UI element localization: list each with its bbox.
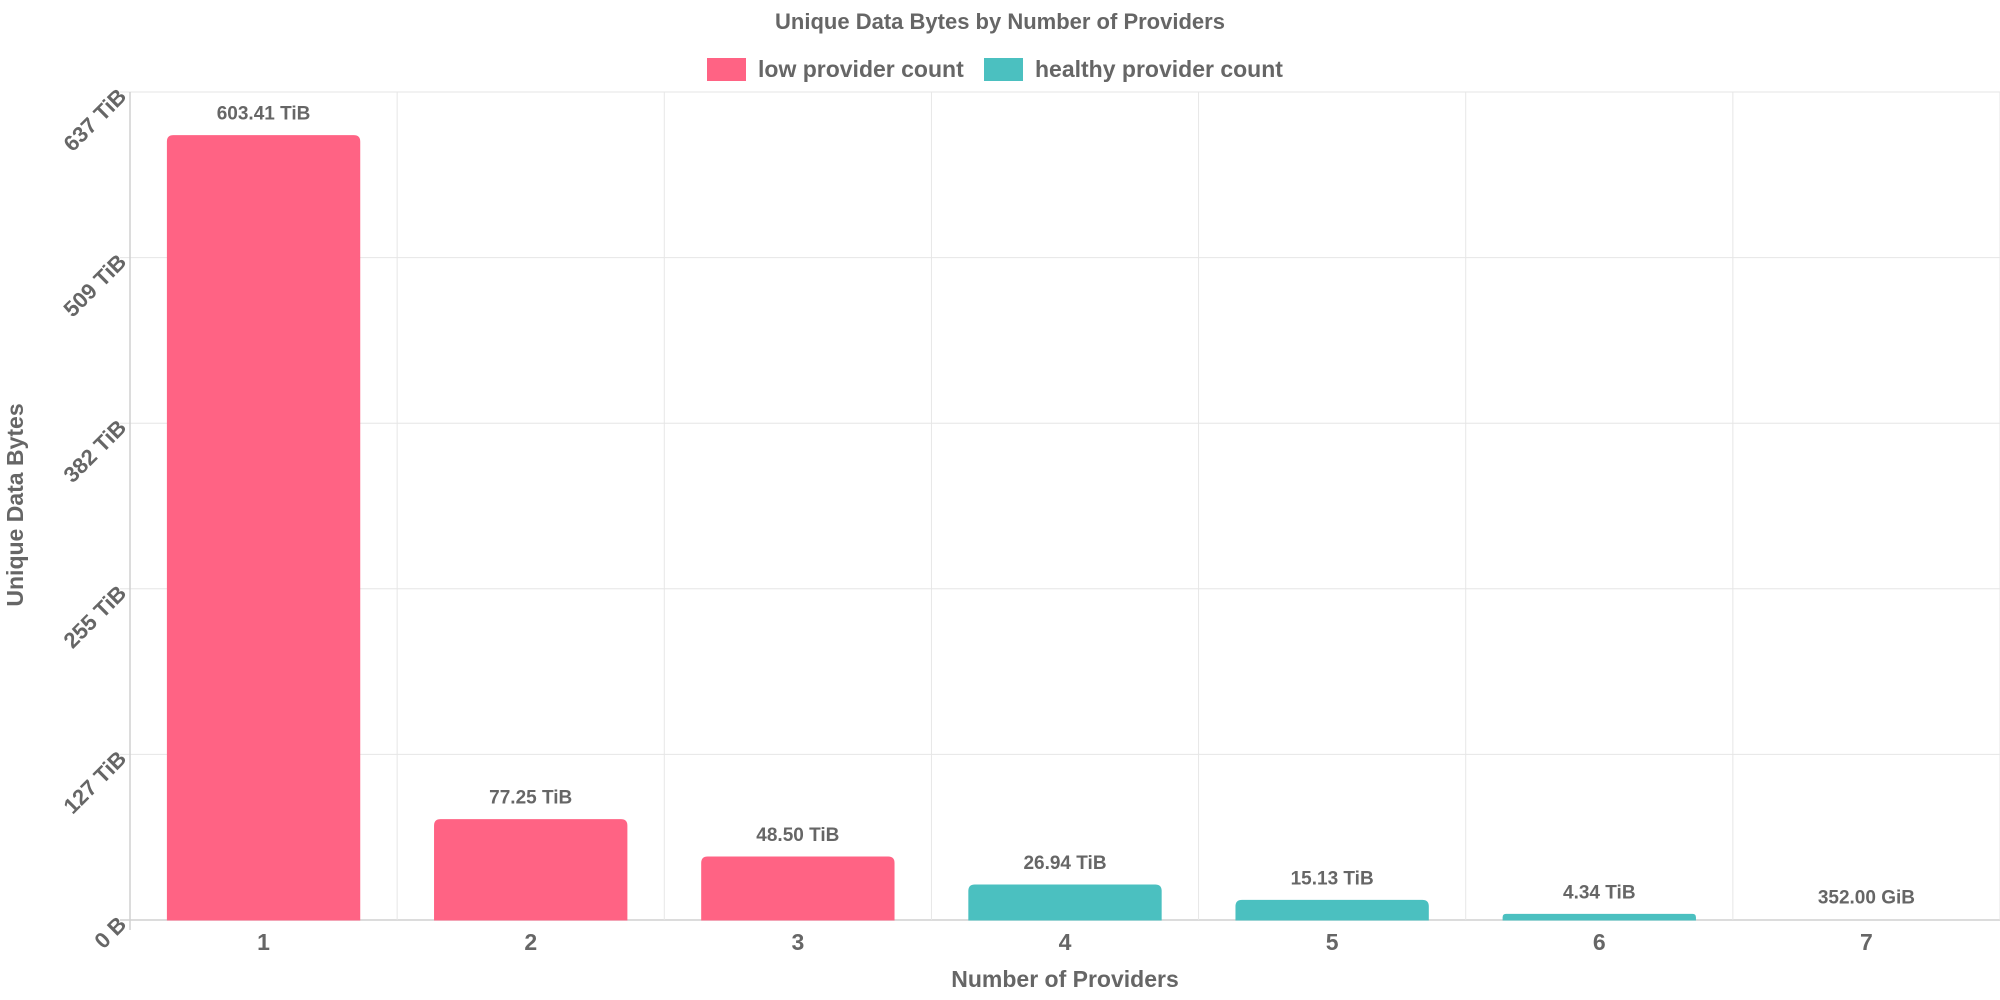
legend-label-low[interactable]: low provider count [758, 56, 964, 82]
y-tick-5: 637 TiB [58, 84, 131, 157]
bar-6[interactable] [1502, 913, 1696, 921]
x-tick-3: 3 [791, 929, 804, 955]
y-tick-3: 382 TiB [58, 415, 131, 488]
data-label-3: 48.50 TiB [756, 825, 839, 846]
legend[interactable]: low provider count healthy provider coun… [707, 56, 1283, 82]
x-tick-2: 2 [524, 929, 537, 955]
y-tick-2: 255 TiB [58, 580, 131, 653]
bar-5[interactable] [1235, 899, 1429, 921]
x-tick-4: 4 [1059, 929, 1072, 955]
data-labels: 603.41 TiB 77.25 TiB 48.50 TiB 26.94 TiB 15.… [217, 104, 1915, 909]
data-label-6: 4.34 TiB [1563, 882, 1636, 903]
y-tick-4: 509 TiB [58, 249, 131, 322]
bar-4[interactable] [968, 884, 1162, 921]
x-axis-title: Number of Providers [951, 966, 1179, 992]
gridlines [120, 91, 2000, 930]
legend-swatch-healthy[interactable] [984, 58, 1023, 81]
x-tick-1: 1 [257, 929, 270, 955]
bar-1[interactable] [166, 135, 361, 921]
data-label-2: 77.25 TiB [489, 788, 572, 809]
bar-2[interactable] [434, 819, 628, 921]
x-tick-7: 7 [1860, 929, 1873, 955]
bars [166, 135, 1696, 921]
bar-3[interactable] [701, 856, 895, 921]
legend-swatch-low[interactable] [707, 58, 746, 81]
x-tick-6: 6 [1593, 929, 1606, 955]
chart-title: Unique Data Bytes by Number of Providers [775, 9, 1225, 34]
x-tick-5: 5 [1326, 929, 1339, 955]
y-tick-0: 0 B [89, 912, 131, 954]
x-axis-ticks: 1 2 3 4 5 6 7 [257, 929, 1873, 955]
y-tick-1: 127 TiB [58, 746, 131, 819]
data-label-1: 603.41 TiB [217, 104, 311, 125]
data-label-4: 26.94 TiB [1023, 853, 1106, 874]
y-axis-title: Unique Data Bytes [2, 403, 28, 606]
legend-label-healthy[interactable]: healthy provider count [1035, 56, 1283, 82]
data-label-5: 15.13 TiB [1291, 868, 1374, 889]
data-label-7: 352.00 GiB [1818, 888, 1915, 909]
y-axis-ticks: 0 B 127 TiB 255 TiB 382 TiB 509 TiB 637 TiB [58, 84, 131, 954]
